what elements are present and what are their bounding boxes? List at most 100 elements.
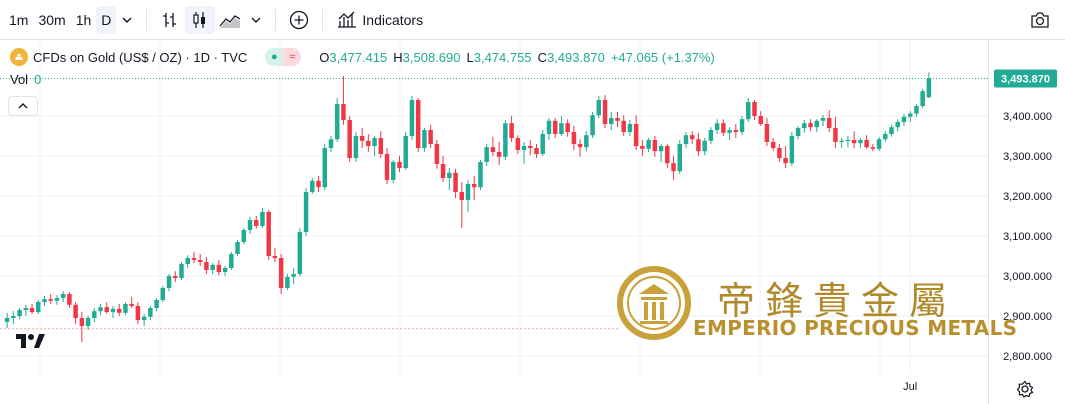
candle-body — [54, 298, 60, 301]
y-tick-label: 2,800.000 — [1003, 351, 1052, 363]
candle-body — [447, 172, 452, 178]
toolbar-divider — [275, 8, 277, 31]
watermark-chinese: 帝鋒貴金屬 — [717, 279, 958, 323]
volume-value: 0 — [34, 72, 42, 87]
market-status-badge[interactable]: ● ≈ — [265, 48, 302, 66]
candle-body — [889, 127, 894, 134]
candle-body — [384, 154, 390, 180]
candle-body — [353, 136, 359, 158]
candle-body — [341, 104, 346, 120]
indicators-label: Indicators — [362, 11, 424, 28]
symbol-legend: CFDs on Gold (US$ / OZ) · 1D · TVC ● ≈ O… — [10, 46, 715, 68]
chevron-up-icon — [18, 103, 28, 109]
candle-body — [359, 136, 365, 141]
candle-body — [633, 124, 639, 146]
indicators-button[interactable]: Indicators — [331, 6, 428, 34]
low-value: 3,474.755 — [473, 49, 532, 65]
candle-body — [23, 308, 29, 310]
candle-body — [901, 116, 907, 122]
candlestick-chart[interactable]: 3,400.000 3,300.000 3,200.000 3,100.000 3,00… — [0, 40, 1065, 404]
candle-body — [347, 120, 352, 158]
camera-icon[interactable] — [1025, 6, 1055, 34]
candle-body — [204, 262, 209, 270]
candle-body — [802, 123, 807, 128]
volume-legend: Vol 0 — [10, 72, 41, 87]
candle-body — [615, 118, 620, 121]
candle-body — [876, 139, 882, 149]
candle-body — [746, 102, 751, 120]
candle-body — [721, 123, 726, 133]
candle-body — [820, 118, 826, 121]
candle-body — [671, 163, 676, 172]
gear-icon[interactable] — [1016, 380, 1034, 398]
candle-body — [783, 158, 788, 164]
candle-body — [546, 120, 552, 134]
candle-body — [926, 78, 932, 98]
candle-body — [714, 123, 720, 130]
interval-d[interactable]: D — [96, 5, 117, 34]
open-value: 3,477.415 — [329, 49, 388, 65]
interval-30m[interactable]: 30m — [38, 11, 66, 28]
candle-body — [160, 288, 166, 300]
candle-body — [98, 307, 103, 312]
candle-body — [702, 140, 707, 152]
top-toolbar: 1m 30m 1h D Indicators — [0, 0, 1065, 40]
price-axis: 3,400.000 3,300.000 3,200.000 3,100.000 3,00… — [988, 40, 1057, 404]
candle-body — [465, 184, 471, 200]
candle-body — [17, 310, 22, 316]
candles-icon[interactable] — [185, 5, 216, 34]
candle-body — [515, 138, 521, 150]
tradingview-logo[interactable] — [14, 330, 46, 352]
bar-chart-icon[interactable] — [155, 6, 185, 34]
candle-body — [79, 318, 85, 326]
candle-body — [727, 130, 732, 133]
candle-body — [646, 140, 651, 149]
candle-body — [490, 147, 496, 152]
candle-body — [85, 318, 91, 326]
interval-1h[interactable]: 1h — [75, 11, 92, 28]
candle-body — [415, 100, 421, 148]
candle-body — [826, 118, 832, 128]
candle-body — [322, 148, 327, 188]
change-value: +47.065 (+1.37%) — [610, 49, 715, 65]
candle-body — [665, 146, 670, 164]
candle-body — [191, 258, 197, 260]
area-chart-icon[interactable] — [215, 6, 245, 34]
candle-body — [397, 162, 402, 168]
candle-body — [914, 106, 919, 114]
plus-circle-icon[interactable] — [284, 6, 314, 34]
candle-body — [534, 148, 539, 154]
candle-body — [92, 311, 97, 318]
collapse-legend-button[interactable] — [8, 96, 38, 116]
close-label: C — [537, 49, 547, 65]
candle-body — [658, 146, 664, 152]
candle-body — [253, 220, 259, 226]
candle-body — [621, 120, 626, 132]
chevron-down-icon[interactable] — [116, 6, 138, 34]
candle-body — [571, 132, 577, 144]
y-tick-label: 3,300.000 — [1003, 151, 1052, 163]
candle-body — [789, 136, 795, 164]
candle-body — [197, 260, 203, 262]
candle-body — [459, 192, 465, 200]
low-label: L — [466, 49, 474, 65]
candle-body — [266, 212, 271, 256]
candle-body — [652, 140, 658, 152]
chevron-down-icon[interactable] — [245, 6, 267, 34]
candle-body — [391, 162, 396, 180]
candle-body — [328, 139, 334, 148]
candle-body — [471, 184, 477, 188]
symbol-title[interactable]: CFDs on Gold (US$ / OZ) · 1D · TVC — [33, 49, 248, 65]
candle-body — [453, 172, 458, 192]
interval-1m[interactable]: 1m — [9, 11, 29, 28]
candle-body — [440, 164, 446, 178]
candle-body — [297, 232, 303, 274]
candle-body — [378, 138, 384, 154]
candle-body — [179, 264, 184, 278]
candles-layer — [4, 72, 932, 342]
candle-body — [640, 146, 645, 149]
y-tick-label: 3,200.000 — [1003, 191, 1052, 203]
candle-body — [73, 304, 78, 318]
candle-body — [577, 144, 583, 148]
candle-body — [845, 140, 851, 141]
